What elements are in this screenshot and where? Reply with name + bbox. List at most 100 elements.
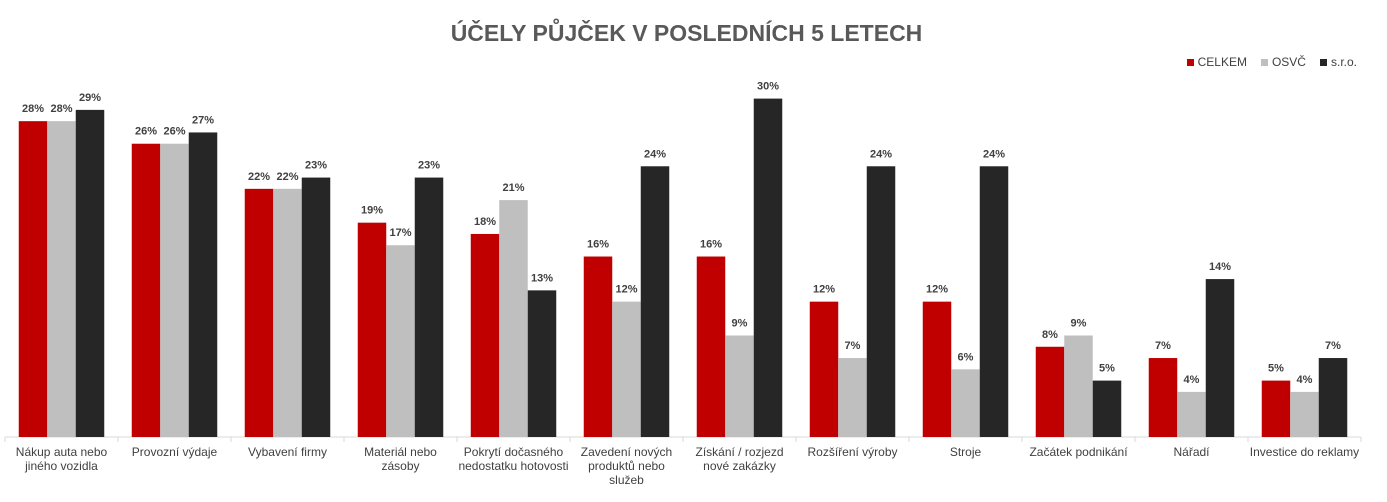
data-label: 14% xyxy=(1209,261,1231,273)
data-label: 21% xyxy=(502,182,524,194)
data-label: 28% xyxy=(22,103,44,115)
data-label: 7% xyxy=(845,340,861,352)
legend-item-sro: s.r.o. xyxy=(1319,55,1357,69)
x-tick-label: Nákup auta nebo jiného vozidla xyxy=(16,445,108,473)
bar xyxy=(583,256,613,437)
bar xyxy=(527,290,557,437)
bar xyxy=(922,301,952,437)
x-tick-label: Zavedení nových produktů nebo služeb xyxy=(581,445,672,487)
bar xyxy=(244,188,274,437)
data-label: 28% xyxy=(50,103,72,115)
bar xyxy=(951,369,980,437)
x-tick-label-line: Materiál nebo xyxy=(364,445,437,459)
data-label: 26% xyxy=(163,126,185,138)
bar xyxy=(696,256,726,437)
x-tick-label: Začátek podnikání xyxy=(1029,445,1128,459)
data-label: 18% xyxy=(474,216,496,228)
data-label: 8% xyxy=(1042,329,1058,341)
x-tick-label-line: Vybavení firmy xyxy=(248,445,327,459)
legend-swatch-sro xyxy=(1319,58,1327,66)
bar xyxy=(18,121,48,437)
bar xyxy=(1148,358,1178,437)
bar xyxy=(470,233,500,437)
legend-swatch-celkem xyxy=(1186,58,1194,66)
x-tick-label-line: Provozní výdaje xyxy=(132,445,218,459)
x-tick-label-line: Nářadí xyxy=(1173,445,1210,459)
bar xyxy=(273,188,302,437)
x-tick-label: Materiál nebo zásoby xyxy=(364,445,437,473)
x-tick-label: Získání / rozjezd nové zakázky xyxy=(695,445,783,473)
bar xyxy=(1035,346,1065,437)
x-tick-label-line: Pokrytí dočasného xyxy=(464,445,564,459)
bar xyxy=(386,245,415,437)
data-label: 5% xyxy=(1268,363,1284,375)
data-label: 5% xyxy=(1099,363,1115,375)
data-label: 26% xyxy=(135,126,157,138)
bar xyxy=(979,166,1009,437)
x-tick-label: Vybavení firmy xyxy=(248,445,327,459)
data-label: 9% xyxy=(1071,317,1087,329)
legend: CELKEM OSVČ s.r.o. xyxy=(1186,55,1357,69)
x-tick-label-line: služeb xyxy=(609,473,644,487)
bar xyxy=(1177,391,1206,437)
data-label: 22% xyxy=(276,171,298,183)
bar xyxy=(414,177,444,437)
legend-label-celkem: CELKEM xyxy=(1197,55,1247,69)
data-label: 13% xyxy=(531,272,553,284)
data-label: 12% xyxy=(615,284,637,296)
x-tick-label-line: Stroje xyxy=(950,445,982,459)
data-label: 29% xyxy=(79,92,101,104)
legend-item-celkem: CELKEM xyxy=(1186,55,1247,69)
legend-label-sro: s.r.o. xyxy=(1330,55,1357,69)
x-tick-label-line: jiného vozidla xyxy=(24,459,98,473)
data-label: 6% xyxy=(958,351,974,363)
x-tick-label-line: Investice do reklamy xyxy=(1250,445,1359,459)
x-tick-label-line: produktů nebo xyxy=(588,459,665,473)
bar xyxy=(1092,380,1122,437)
bar xyxy=(1318,358,1348,437)
data-label: 7% xyxy=(1325,340,1341,352)
data-label: 23% xyxy=(305,160,327,172)
bar xyxy=(75,109,105,437)
data-label: 4% xyxy=(1184,374,1200,386)
data-label: 27% xyxy=(192,114,214,126)
x-tick-label-line: Zavedení nových xyxy=(581,445,672,459)
x-tick-label-line: Začátek podnikání xyxy=(1029,445,1128,459)
bar xyxy=(838,358,867,437)
data-label: 22% xyxy=(248,171,270,183)
x-tick-label: Stroje xyxy=(950,445,982,459)
legend-swatch-osvc xyxy=(1260,58,1268,66)
data-label: 9% xyxy=(732,317,748,329)
bar xyxy=(499,200,528,437)
data-label: 30% xyxy=(757,81,779,93)
data-label: 24% xyxy=(870,148,892,160)
bar xyxy=(612,301,641,437)
x-tick-label-line: Nákup auta nebo xyxy=(16,445,108,459)
bar xyxy=(188,132,218,437)
bar xyxy=(866,166,896,437)
bar xyxy=(725,335,754,437)
x-tick-label-line: Získání / rozjezd xyxy=(695,445,783,459)
bar xyxy=(1261,380,1291,437)
data-label: 12% xyxy=(926,284,948,296)
data-label: 12% xyxy=(813,284,835,296)
bar xyxy=(640,166,670,437)
x-tick-label: Investice do reklamy xyxy=(1250,445,1359,459)
x-tick-label-line: nové zakázky xyxy=(703,459,776,473)
x-tick-label-line: Rozšíření výroby xyxy=(807,445,897,459)
data-label: 16% xyxy=(700,239,722,251)
data-label: 24% xyxy=(644,148,666,160)
x-tick-label-line: zásoby xyxy=(381,459,419,473)
data-label: 24% xyxy=(983,148,1005,160)
x-tick-label: Nářadí xyxy=(1173,445,1210,459)
data-label: 19% xyxy=(361,205,383,217)
data-label: 16% xyxy=(587,239,609,251)
x-tick-label: Rozšíření výroby xyxy=(807,445,897,459)
bar xyxy=(131,143,161,437)
data-label: 7% xyxy=(1155,340,1171,352)
legend-item-osvc: OSVČ xyxy=(1260,55,1306,69)
bar xyxy=(1290,391,1319,437)
bar xyxy=(47,121,76,437)
x-tick-label-line: nedostatku hotovosti xyxy=(458,459,568,473)
